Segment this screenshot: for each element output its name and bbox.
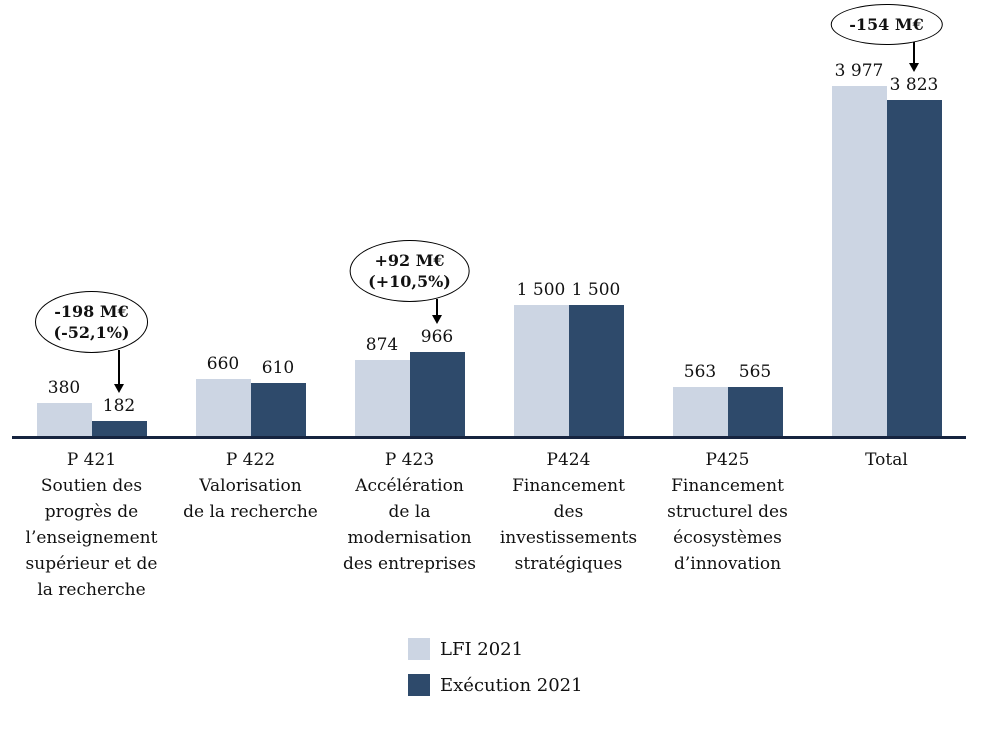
category-label-line: progrès de xyxy=(44,502,139,522)
category-label-line: P 421 xyxy=(66,450,117,470)
annotation-arrow xyxy=(913,42,915,64)
category-label: P 422 Valorisation de la recherche xyxy=(171,447,330,525)
category-label-line: Total xyxy=(865,450,908,470)
category-label-line: modernisation xyxy=(347,528,472,548)
annotation-arrowhead xyxy=(909,62,919,72)
category-label-line: de la recherche xyxy=(183,502,318,522)
bar-lfi-4 xyxy=(672,387,728,437)
category-label-line: l’enseignement xyxy=(25,528,158,548)
category-label-line: investissements xyxy=(499,528,638,548)
category-label-line: de la xyxy=(388,502,431,522)
bar-lfi-3 xyxy=(513,304,569,437)
category-label-line: des entreprises xyxy=(342,554,477,574)
category-label-line: P424 xyxy=(546,450,591,470)
bar-execution-3 xyxy=(568,304,624,437)
category-label-line: d’innovation xyxy=(673,554,782,574)
bar-value-label: 380 xyxy=(47,378,81,399)
category-label-line: P 423 xyxy=(384,450,435,470)
bar-execution-2 xyxy=(409,351,465,437)
category-label-line: P 422 xyxy=(225,450,276,470)
legend-label-lfi-2021: LFI 2021 xyxy=(440,638,524,660)
bar-value-label: 563 xyxy=(683,362,717,383)
bar-lfi-2 xyxy=(354,359,410,437)
annotation-line: +92 M€ xyxy=(374,250,445,270)
category-label: Total xyxy=(807,447,966,473)
bar-value-label: 565 xyxy=(738,362,772,383)
legend-label-execution-2021: Exécution 2021 xyxy=(440,674,583,696)
bar-value-label: 1 500 xyxy=(516,279,566,300)
bar-value-label: 874 xyxy=(365,334,399,355)
bar-value-label: 660 xyxy=(206,353,240,374)
bar-lfi-1 xyxy=(195,378,251,437)
category-label-line: Valorisation xyxy=(199,476,302,496)
bar-execution-5 xyxy=(886,99,942,437)
bar-execution-4 xyxy=(727,387,783,437)
annotation-bubble: +92 M€ (+10,5%) xyxy=(349,239,470,302)
annotation-arrowhead xyxy=(432,314,442,324)
bar-value-label: 966 xyxy=(420,326,454,347)
annotation-arrowhead xyxy=(114,383,124,393)
category-label-line: des xyxy=(553,502,584,522)
x-axis-line xyxy=(12,436,966,439)
legend-swatch-execution-2021 xyxy=(408,674,430,696)
bar-execution-0 xyxy=(91,420,147,437)
annotation-arrow xyxy=(118,350,120,385)
bar-value-label: 3 823 xyxy=(889,74,939,95)
category-label-line: Financement xyxy=(671,476,784,496)
annotation-arrow xyxy=(436,298,438,316)
bar-value-label: 1 500 xyxy=(571,279,621,300)
category-label: P 421 Soutien des progrès de l’enseignement… xyxy=(12,447,171,603)
category-label-line: Financement xyxy=(512,476,625,496)
category-label: P 423 Accélération de la modernisation des e… xyxy=(330,447,489,577)
annotation-line: -154 M€ xyxy=(849,15,924,34)
category-label: P424 Financement des investissements stratég… xyxy=(489,447,648,577)
category-label-line: structurel des xyxy=(667,502,788,522)
category-label-line: écosystèmes xyxy=(673,528,782,548)
bar-lfi-5 xyxy=(831,86,887,437)
bar-value-label: 182 xyxy=(102,395,136,416)
legend-swatch-lfi-2021 xyxy=(408,638,430,660)
bar-lfi-0 xyxy=(36,403,92,437)
annotation-bubble: -154 M€ xyxy=(830,4,943,45)
annotation-line: (+10,5%) xyxy=(368,271,451,291)
bar-value-label: 610 xyxy=(261,358,295,379)
category-label-line: Soutien des xyxy=(40,476,143,496)
category-label-line: la recherche xyxy=(37,580,146,600)
category-label-line: P425 xyxy=(705,450,750,470)
annotation-bubble: -198 M€ (-52,1%) xyxy=(34,291,149,354)
category-label-line: stratégiques xyxy=(514,554,623,574)
legend: LFI 2021 Exécution 2021 xyxy=(408,638,583,696)
legend-item-lfi-2021: LFI 2021 xyxy=(408,638,583,660)
annotation-line: -198 M€ xyxy=(54,302,129,322)
bar-value-label: 3 977 xyxy=(834,61,884,82)
legend-item-execution-2021: Exécution 2021 xyxy=(408,674,583,696)
category-label-line: Accélération xyxy=(355,476,464,496)
bar-execution-1 xyxy=(250,383,306,437)
category-label-line: supérieur et de xyxy=(25,554,158,574)
annotation-line: (-52,1%) xyxy=(53,323,130,343)
category-label: P425 Financement structurel des écosystèmes… xyxy=(648,447,807,577)
